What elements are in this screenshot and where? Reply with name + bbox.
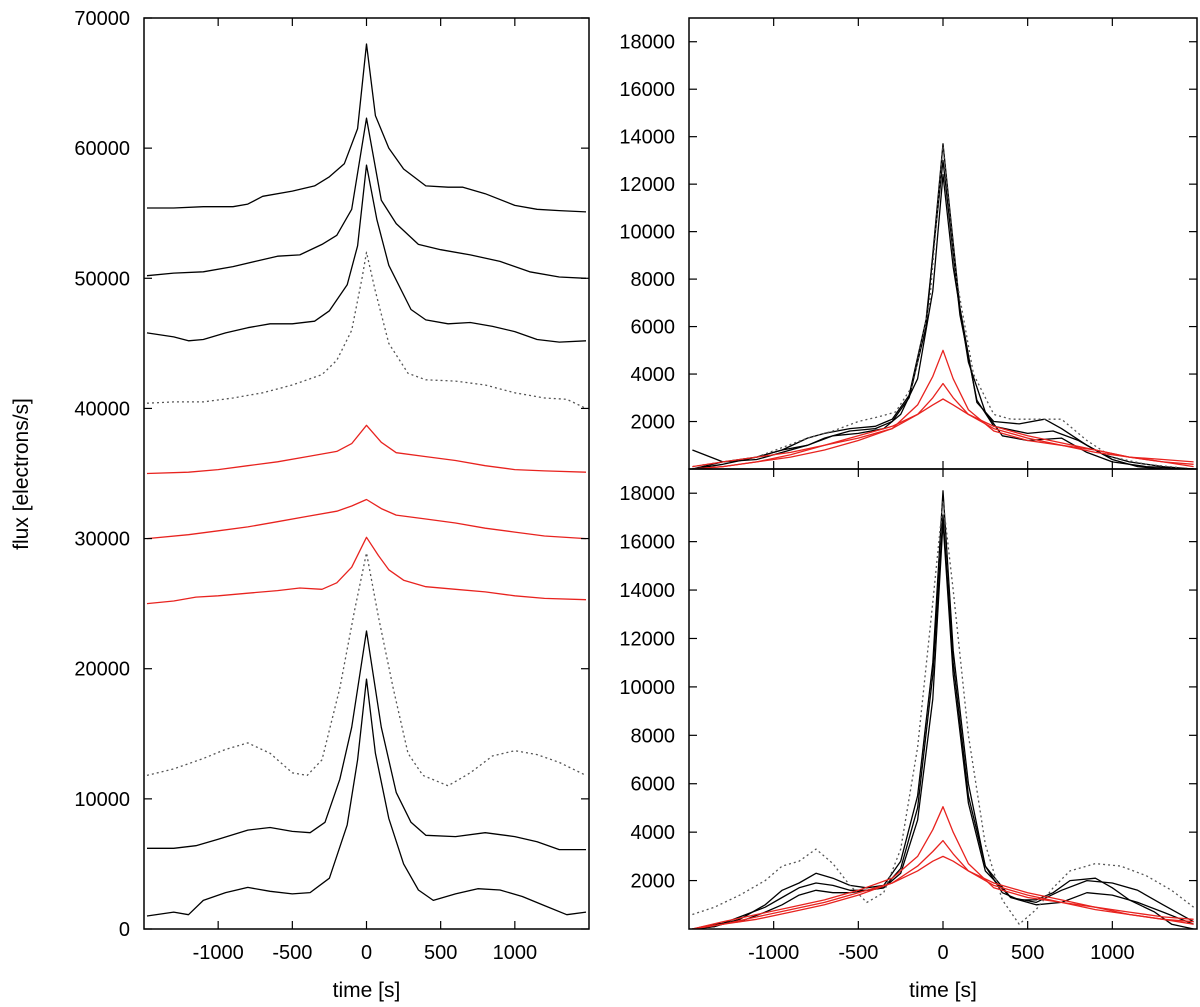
y-tick-label: 10000 bbox=[619, 222, 675, 244]
y-tick-label: 12000 bbox=[619, 628, 675, 650]
x-axis-label: time [s] bbox=[333, 979, 401, 1002]
y-tick-label: 18000 bbox=[619, 32, 675, 54]
y-tick-label: 10000 bbox=[74, 789, 130, 811]
y-tick-label: 12000 bbox=[619, 174, 675, 196]
y-tick-label: 16000 bbox=[619, 79, 675, 101]
series-line-black-c bbox=[692, 174, 1194, 469]
series-line-dotted-a bbox=[692, 145, 1194, 469]
series-line-dotted-upper bbox=[146, 251, 587, 409]
panel-left: -1000 -500 0 500 100001000020000300004000050… bbox=[74, 8, 590, 1002]
series-line-black-b bbox=[692, 159, 1194, 469]
y-tick-label: 8000 bbox=[631, 269, 676, 291]
x-tick-label: 500 bbox=[424, 942, 457, 964]
plot-frame bbox=[688, 17, 1198, 470]
y-tick-label: 0 bbox=[119, 919, 130, 941]
series-line-black-1 bbox=[147, 43, 587, 213]
series-line-black-2 bbox=[146, 117, 587, 279]
series-line-red-2 bbox=[146, 498, 587, 540]
y-tick-label: 16000 bbox=[619, 532, 675, 554]
series-line-red-c bbox=[692, 398, 1194, 469]
x-tick-label: 0 bbox=[361, 942, 372, 964]
y-tick-label: 2000 bbox=[631, 871, 676, 893]
y-tick-label: 50000 bbox=[74, 268, 130, 290]
x-tick-label: 500 bbox=[1011, 942, 1044, 964]
x-axis-label: time [s] bbox=[909, 979, 977, 1002]
panel-right-top: 2000 4000 6000 8000 10000 12000 14000 16000 1800… bbox=[619, 17, 1198, 470]
series-line-red-a bbox=[692, 349, 1194, 469]
y-axis-label: flux [electrons/s] bbox=[10, 398, 33, 550]
series-line-black-b bbox=[692, 514, 1194, 929]
y-tick-label: 2000 bbox=[631, 412, 676, 434]
y-tick-label: 60000 bbox=[74, 138, 130, 160]
series-line-dotted-lower bbox=[146, 552, 587, 787]
y-tick-label: 8000 bbox=[631, 725, 676, 747]
y-tick-label: 4000 bbox=[631, 822, 676, 844]
x-tick-label: 0 bbox=[937, 942, 948, 964]
series-group bbox=[692, 490, 1194, 929]
series-line-black-a bbox=[692, 490, 1194, 929]
panels: -1000 -500 0 500 100001000020000300004000050… bbox=[74, 8, 1198, 1002]
series-line-black-3 bbox=[146, 164, 587, 343]
series-group bbox=[692, 143, 1194, 469]
y-tick-label: 14000 bbox=[619, 127, 675, 149]
x-tick-label: 1000 bbox=[493, 942, 538, 964]
x-tick-label: -1000 bbox=[748, 942, 799, 964]
series-group bbox=[146, 43, 587, 917]
y-tick-label: 6000 bbox=[631, 317, 676, 339]
y-tick-label: 14000 bbox=[619, 580, 675, 602]
panel-right-bottom: -1000 -500 0 500 1000 2000 4000 6000 8000 10000 12… bbox=[619, 468, 1198, 1002]
plot-frame bbox=[688, 468, 1198, 930]
series-line-red-3 bbox=[146, 536, 587, 605]
x-tick-label: -500 bbox=[272, 942, 312, 964]
y-tick-label: 70000 bbox=[74, 8, 130, 30]
y-tick-label: 4000 bbox=[631, 364, 676, 386]
x-tick-label: -500 bbox=[838, 942, 878, 964]
series-line-red-1 bbox=[146, 424, 587, 475]
y-tick-label: 10000 bbox=[619, 677, 675, 699]
y-tick-label: 40000 bbox=[74, 398, 130, 420]
plot-frame bbox=[143, 17, 590, 930]
y-tick-label: 18000 bbox=[619, 483, 675, 505]
series-line-red-b bbox=[692, 839, 1194, 929]
y-tick-label: 20000 bbox=[74, 659, 130, 681]
x-tick-label: -1000 bbox=[193, 942, 244, 964]
x-tick-label: 1000 bbox=[1090, 942, 1135, 964]
series-line-red-c bbox=[692, 855, 1194, 929]
series-line-dotted-a bbox=[692, 499, 1194, 925]
series-line-black-4 bbox=[147, 630, 586, 851]
y-tick-label: 30000 bbox=[74, 529, 130, 551]
series-line-black-c bbox=[692, 521, 1194, 929]
series-line-black-5 bbox=[146, 678, 587, 917]
y-tick-label: 6000 bbox=[631, 774, 676, 796]
series-line-black-a bbox=[692, 143, 1194, 469]
